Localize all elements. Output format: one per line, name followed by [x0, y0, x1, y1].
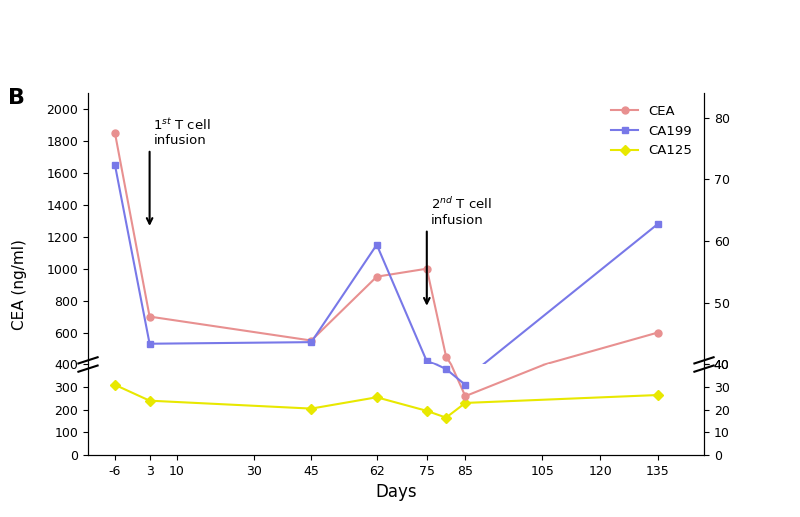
Legend: CEA, CA199, CA125: CEA, CA199, CA125	[606, 100, 698, 162]
Text: B: B	[8, 88, 25, 108]
Text: CEA (ng/ml): CEA (ng/ml)	[13, 239, 27, 330]
Text: 2$^{nd}$ T cell
infusion: 2$^{nd}$ T cell infusion	[430, 196, 491, 227]
X-axis label: Days: Days	[375, 483, 417, 501]
Text: 1$^{st}$ T cell
infusion: 1$^{st}$ T cell infusion	[154, 117, 211, 147]
